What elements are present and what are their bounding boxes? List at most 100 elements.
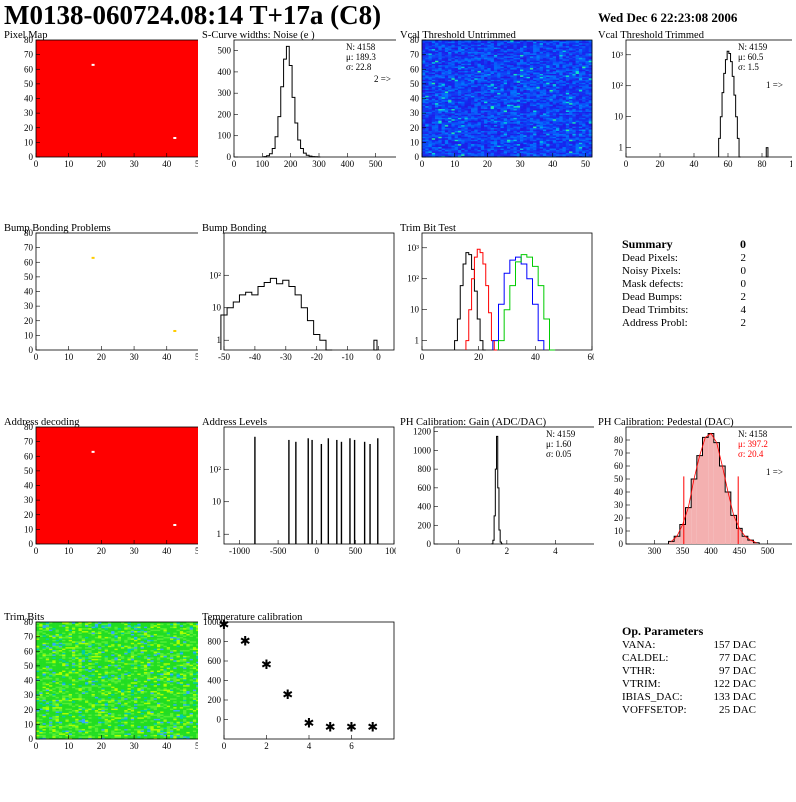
x-tick-label: 40 — [162, 546, 172, 556]
x-tick-label: 500 — [349, 546, 363, 556]
x-tick-label: 0 — [376, 352, 381, 362]
histogram-line — [492, 436, 503, 544]
x-tick-label: 30 — [130, 159, 140, 169]
chart-svg: -1000-5000500100011010² — [200, 417, 396, 557]
x-tick-label: 10 — [64, 546, 74, 556]
x-tick-label: -40 — [249, 352, 261, 362]
x-tick-label: 300 — [312, 159, 326, 169]
histogram-line — [221, 278, 332, 350]
series-line — [466, 249, 497, 350]
x-tick-label: 500 — [761, 546, 775, 556]
x-tick-label: 4 — [553, 546, 558, 556]
y-tick-label: 0 — [227, 152, 232, 162]
chart-panel-trim-bits: Trim Bits0246810121416010203040500102030… — [2, 612, 198, 802]
y-tick-label: 50 — [410, 79, 420, 89]
date-stamp: Wed Dec 6 22:23:08 2006 — [598, 10, 737, 26]
y-tick-label: 10 — [614, 112, 624, 122]
y-tick-label: 20 — [614, 513, 624, 523]
y-tick-label: 60 — [24, 64, 34, 74]
y-tick-label: 0 — [29, 345, 34, 355]
histogram-bin — [374, 340, 377, 350]
x-tick-label: -50 — [218, 352, 230, 362]
stats-line: μ: 189.3 — [346, 52, 376, 62]
x-tick-label: -20 — [311, 352, 323, 362]
chart-svg: -5-4-3-2-1012010203040500102030405060708… — [2, 223, 198, 363]
heatmap-spot — [92, 64, 95, 66]
y-tick-label: 50 — [24, 79, 34, 89]
heatmap-cells — [36, 427, 198, 544]
x-tick-label: 200 — [284, 159, 298, 169]
y-tick-label: 70 — [24, 50, 34, 60]
y-tick-label: 20 — [24, 510, 34, 520]
y-tick-label: 50 — [614, 474, 624, 484]
stats-line: N: 4159 — [546, 429, 576, 439]
y-tick-label: 10 — [614, 526, 624, 536]
x-tick-label: 300 — [648, 546, 662, 556]
stats-line: σ: 0.05 — [546, 449, 572, 459]
x-tick-label: 350 — [676, 546, 690, 556]
x-tick-label: 0 — [456, 546, 461, 556]
chart-panel-vcal-trimmed: Vcal Threshold Trimmed02040608010011010²… — [596, 30, 792, 220]
x-tick-label: 80 — [758, 159, 768, 169]
histogram-bar — [680, 525, 686, 545]
y-tick-label: 40 — [24, 481, 34, 491]
y-tick-label: 10² — [209, 270, 221, 280]
y-tick-label: 0 — [427, 539, 432, 549]
stats-line: σ: 1.5 — [738, 62, 759, 72]
stats-line: σ: 20.4 — [738, 449, 764, 459]
x-tick-label: 100 — [256, 159, 270, 169]
y-tick-label: 10³ — [407, 243, 419, 253]
x-tick-label: 60 — [588, 352, 595, 362]
x-tick-label: 400 — [341, 159, 355, 169]
x-tick-label: 60 — [724, 159, 734, 169]
y-tick-label: 50 — [24, 272, 34, 282]
x-tick-label: 40 — [690, 159, 700, 169]
x-tick-label: -10 — [342, 352, 354, 362]
y-tick-label: 300 — [218, 88, 232, 98]
y-tick-label: 200 — [218, 109, 232, 119]
y-tick-label: 80 — [24, 422, 34, 432]
x-tick-label: 30 — [516, 159, 526, 169]
histogram-bar — [674, 536, 680, 544]
y-tick-label: 80 — [24, 228, 34, 238]
heatmap-spot — [92, 257, 95, 259]
y-tick-label: 40 — [614, 487, 624, 497]
stats-line: μ: 1.60 — [546, 439, 572, 449]
histogram-bar — [720, 466, 726, 544]
plot-frame — [36, 233, 198, 350]
chart-svg: 00.10.20.30.40.50.60.70.80.9101020304050… — [2, 417, 198, 557]
plot-frame — [224, 233, 394, 350]
chart-panel-trim-bit-test: Trim Bit Test020406011010²10³ — [398, 223, 594, 413]
heatmap-spot — [173, 137, 176, 139]
x-tick-label: 0 — [420, 352, 425, 362]
y-tick-label: 0 — [415, 152, 420, 162]
y-tick-label: 10 — [24, 524, 34, 534]
x-tick-label: 0 — [624, 159, 629, 169]
y-tick-label: 10² — [209, 464, 221, 474]
y-tick-label: 70 — [410, 50, 420, 60]
y-tick-label: 0 — [29, 152, 34, 162]
y-tick-label: 10² — [407, 274, 419, 284]
annotation-label: 2 => — [374, 74, 391, 84]
stats-line: N: 4159 — [738, 42, 768, 52]
page-title: M0138-060724.08:14 T+17a (C8) — [4, 0, 381, 31]
x-tick-label: 20 — [97, 352, 107, 362]
y-tick-label: 80 — [410, 35, 420, 45]
y-tick-label: 10² — [611, 81, 623, 91]
y-tick-label: 100 — [218, 131, 232, 141]
y-tick-label: 60 — [24, 451, 34, 461]
y-tick-label: 70 — [614, 448, 624, 458]
heatmap-fill — [36, 427, 198, 544]
y-tick-label: 30 — [410, 108, 420, 118]
x-tick-label: 450 — [733, 546, 747, 556]
series-line — [455, 253, 486, 350]
y-tick-label: 50 — [24, 466, 34, 476]
annotation-label: 1 => — [766, 467, 783, 477]
y-tick-label: 10 — [410, 137, 420, 147]
plot-frame — [224, 427, 394, 544]
y-tick-label: 30 — [24, 495, 34, 505]
